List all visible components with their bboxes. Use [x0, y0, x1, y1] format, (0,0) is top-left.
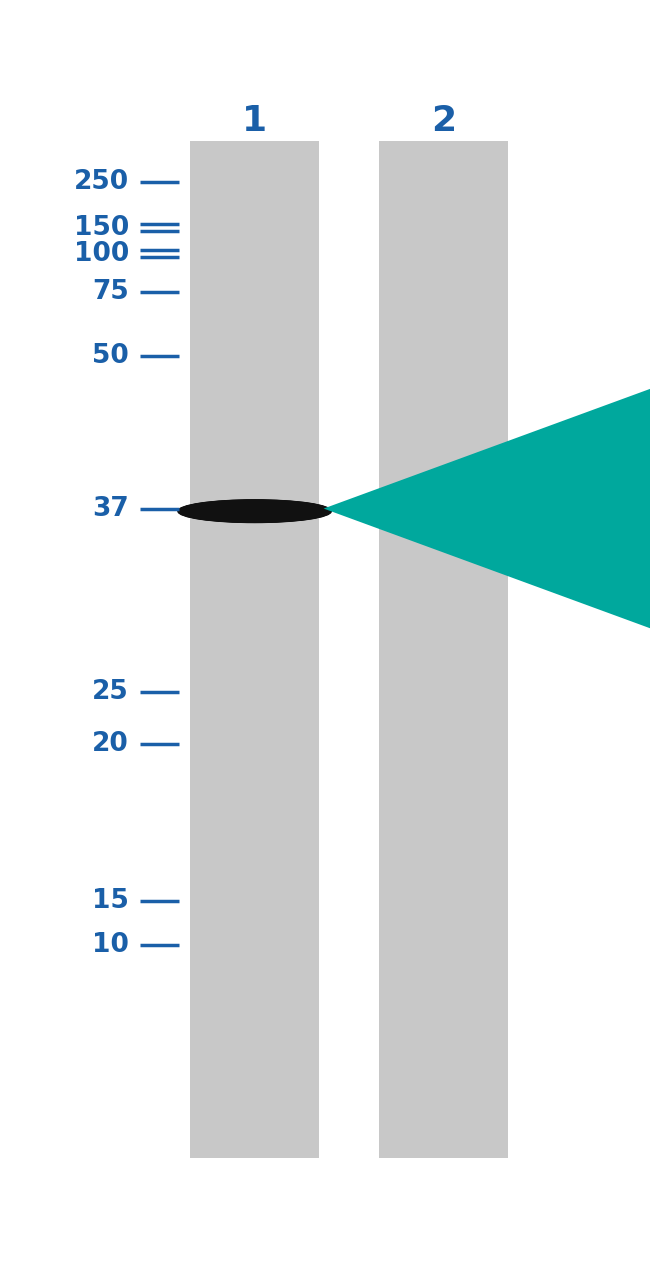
Text: 250: 250 — [74, 169, 129, 194]
Ellipse shape — [184, 502, 325, 521]
Bar — [190, 141, 319, 1158]
Ellipse shape — [179, 500, 330, 522]
Text: 10: 10 — [92, 931, 129, 958]
Text: 20: 20 — [92, 732, 129, 757]
Ellipse shape — [188, 503, 320, 519]
Ellipse shape — [183, 502, 326, 521]
Ellipse shape — [183, 502, 326, 521]
Text: 50: 50 — [92, 343, 129, 370]
Text: 100: 100 — [74, 241, 129, 267]
Text: 15: 15 — [92, 888, 129, 914]
Ellipse shape — [181, 500, 328, 522]
Text: 25: 25 — [92, 678, 129, 705]
Ellipse shape — [186, 502, 324, 521]
Ellipse shape — [179, 500, 330, 522]
Bar — [380, 141, 508, 1158]
Ellipse shape — [187, 503, 323, 519]
Text: 75: 75 — [92, 279, 129, 305]
Ellipse shape — [185, 502, 324, 521]
Text: 150: 150 — [74, 215, 129, 241]
Ellipse shape — [179, 500, 331, 522]
Ellipse shape — [180, 500, 329, 522]
Ellipse shape — [185, 502, 324, 521]
Ellipse shape — [188, 503, 322, 519]
Ellipse shape — [178, 500, 332, 522]
Ellipse shape — [187, 503, 322, 519]
Ellipse shape — [182, 502, 327, 521]
Text: 37: 37 — [92, 495, 129, 522]
Text: 2: 2 — [431, 104, 456, 137]
Ellipse shape — [181, 500, 328, 522]
Text: 1: 1 — [242, 104, 267, 137]
Ellipse shape — [188, 503, 321, 519]
